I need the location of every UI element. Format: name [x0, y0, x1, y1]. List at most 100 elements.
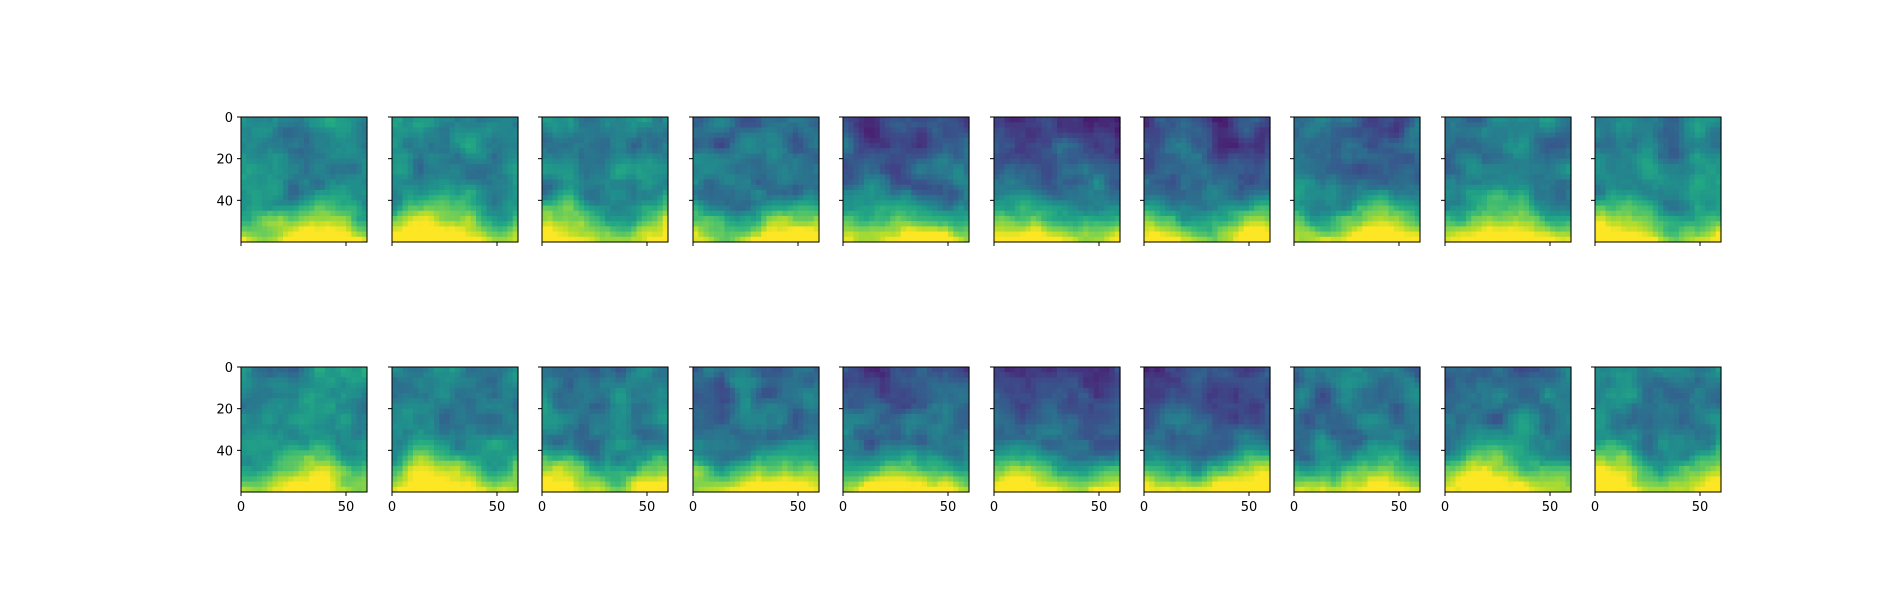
heatmap-cell: [1144, 226, 1150, 233]
heatmap-cell: [1083, 189, 1090, 196]
heatmap-cell: [314, 179, 321, 186]
heatmap-cell: [885, 143, 891, 149]
heatmap-cell: [262, 200, 268, 207]
heatmap-cell: [703, 221, 710, 227]
heatmap-cell: [465, 195, 472, 201]
heatmap-cell: [853, 215, 860, 222]
heatmap-cell: [1196, 195, 1203, 201]
heatmap-cell: [1539, 158, 1546, 165]
heatmap-cell: [777, 163, 783, 170]
heatmap-cell: [557, 221, 564, 227]
heatmap-cell: [1304, 163, 1311, 170]
heatmap-cell: [766, 174, 773, 181]
heatmap-cell: [777, 127, 783, 134]
heatmap-cell: [911, 221, 918, 227]
heatmap-cell: [750, 236, 757, 243]
heatmap-cell: [1004, 179, 1011, 186]
heatmap-cell: [1378, 163, 1384, 170]
heatmap-cell: [1362, 122, 1369, 129]
heatmap-cell: [1243, 122, 1250, 129]
heatmap-cell: [1362, 205, 1369, 212]
heatmap-cell: [568, 132, 575, 139]
heatmap-cell: [361, 195, 368, 201]
heatmap-cell: [594, 122, 601, 129]
heatmap-cell: [476, 122, 482, 129]
heatmap-cell: [599, 231, 606, 238]
heatmap-cell: [1450, 174, 1457, 181]
heatmap-cell: [958, 210, 965, 217]
heatmap-cell: [1466, 174, 1472, 181]
heatmap-cell: [568, 127, 575, 134]
heatmap-cell: [563, 236, 569, 243]
heatmap-cell: [843, 221, 849, 227]
heatmap-cell: [1383, 221, 1390, 227]
heatmap-cell: [256, 169, 263, 175]
heatmap-cell: [1217, 221, 1224, 227]
heatmap-cell: [262, 132, 268, 139]
heatmap-cell: [740, 189, 747, 196]
heatmap-cell: [1207, 226, 1213, 233]
heatmap-cell: [999, 215, 1006, 222]
heatmap-cell: [599, 153, 606, 160]
heatmap-cell: [1144, 117, 1150, 123]
heatmap-cell: [703, 236, 710, 243]
heatmap-cell: [309, 153, 316, 160]
heatmap-cell: [708, 215, 715, 222]
heatmap-cell: [636, 205, 643, 212]
heatmap-cell: [890, 179, 897, 186]
heatmap-cell: [573, 132, 580, 139]
heatmap-cell: [335, 132, 342, 139]
heatmap-cell: [1009, 137, 1016, 144]
heatmap-cell: [423, 195, 430, 201]
heatmap-cell: [557, 122, 564, 129]
heatmap-cell: [869, 127, 876, 134]
heatmap-cell: [599, 143, 606, 149]
heatmap-cell: [999, 179, 1006, 186]
heatmap-cell: [777, 205, 783, 212]
heatmap-cell: [1404, 122, 1411, 129]
heatmap-cell: [351, 163, 358, 170]
heatmap-cell: [547, 158, 554, 165]
heatmap-cell: [1159, 221, 1166, 227]
heatmap-cell: [552, 143, 559, 149]
heatmap-cell: [277, 184, 284, 191]
heatmap-cell: [1336, 122, 1342, 129]
heatmap-cell: [1180, 205, 1187, 212]
heatmap-cell: [853, 127, 860, 134]
heatmap-cell: [1165, 169, 1171, 175]
heatmap-cell: [1388, 132, 1395, 139]
heatmap-cell: [497, 221, 503, 227]
heatmap-cell: [1228, 132, 1234, 139]
heatmap-cell: [1315, 221, 1321, 227]
heatmap-cell: [714, 148, 720, 155]
heatmap-cell: [605, 231, 611, 238]
heatmap-cell: [662, 226, 669, 233]
heatmap-cell: [1544, 163, 1551, 170]
heatmap-cell: [439, 221, 446, 227]
heatmap-cell: [958, 179, 965, 186]
heatmap-cell: [392, 184, 398, 191]
heatmap-cell: [1544, 127, 1551, 134]
heatmap-cell: [392, 195, 398, 201]
heatmap-cell: [652, 184, 659, 191]
heatmap-cell: [853, 195, 860, 201]
heatmap-cell: [272, 179, 279, 186]
heatmap-cell: [803, 205, 810, 212]
heatmap-cell: [497, 210, 503, 217]
heatmap-cell: [434, 117, 440, 123]
heatmap-cell: [502, 174, 509, 181]
heatmap-cell: [1088, 184, 1095, 191]
heatmap-cell: [803, 122, 810, 129]
heatmap-cell: [921, 231, 928, 238]
heatmap-cell: [397, 195, 404, 201]
heatmap-cell: [808, 189, 815, 196]
heatmap-cell: [1051, 169, 1058, 175]
heatmap-cell: [1294, 127, 1300, 134]
heatmap-cell: [413, 236, 419, 243]
heatmap-cell: [547, 226, 554, 233]
heatmap-cell: [449, 179, 456, 186]
heatmap-cell: [620, 174, 627, 181]
heatmap-cell: [719, 158, 726, 165]
heatmap-cell: [1259, 221, 1266, 227]
heatmap-cell: [397, 184, 404, 191]
